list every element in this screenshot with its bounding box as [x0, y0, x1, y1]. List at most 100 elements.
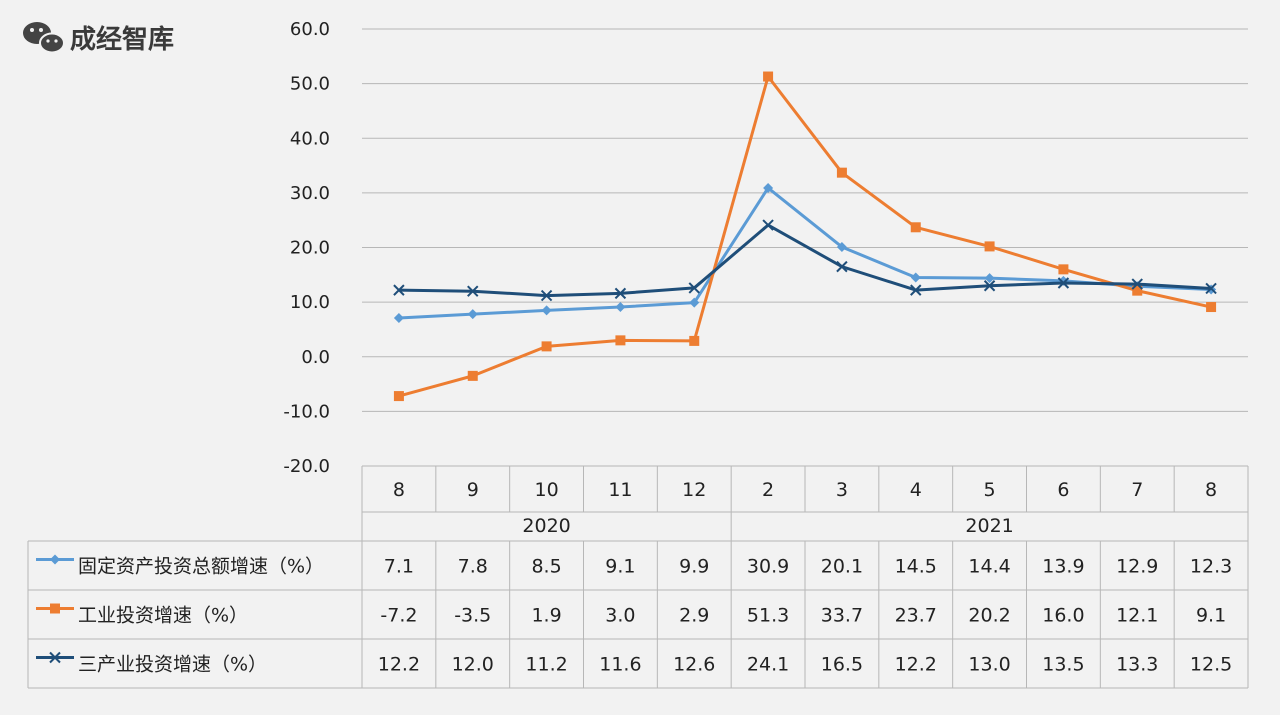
y-tick-label: -10.0: [283, 401, 330, 422]
data-label: 30.9: [747, 556, 789, 578]
x-tick-label: 10: [534, 479, 558, 501]
data-label: 13.5: [1042, 654, 1084, 676]
data-point: [688, 282, 700, 294]
data-label: 1.9: [531, 605, 561, 627]
data-label: 12.1: [1116, 605, 1158, 627]
data-label: 20.2: [968, 605, 1010, 627]
data-label: 9.1: [605, 556, 635, 578]
data-label: 8.5: [531, 556, 561, 578]
series-line: [398, 186, 1212, 320]
data-point: [984, 241, 995, 252]
data-point: [689, 297, 700, 308]
data-point: [467, 370, 478, 381]
y-tick-label: 40.0: [290, 128, 330, 149]
legend-marker: [49, 651, 61, 664]
legend-marker: [50, 603, 60, 614]
data-point: [836, 241, 847, 252]
y-tick-label: 0.0: [301, 347, 330, 368]
data-point: [910, 222, 921, 233]
data-point: [615, 302, 626, 313]
data-label: 12.6: [673, 654, 715, 676]
y-tick-label: 10.0: [290, 292, 330, 313]
watermark-text: 成经智库: [70, 24, 174, 55]
data-label: -7.2: [380, 605, 417, 627]
data-label: 16.5: [821, 654, 863, 676]
data-point: [1057, 277, 1070, 289]
x-tick-label: 9: [467, 479, 479, 501]
data-label: 12.9: [1116, 556, 1158, 578]
data-point: [762, 219, 774, 231]
data-point: [763, 182, 774, 193]
year-label: 2020: [522, 515, 570, 537]
x-tick-label: 6: [1057, 479, 1069, 501]
x-tick-label: 3: [836, 479, 848, 501]
x-tick-label: 7: [1131, 479, 1143, 501]
data-point: [763, 71, 774, 82]
data-point: [393, 284, 405, 296]
data-label: 9.1: [1196, 605, 1226, 627]
series-lines: [393, 71, 1217, 402]
data-point: [614, 287, 627, 300]
data-label: 12.5: [1190, 654, 1232, 676]
data-label: 16.0: [1042, 605, 1084, 627]
data-point: [836, 260, 848, 273]
data-point: [910, 272, 921, 283]
y-tick-label: 50.0: [290, 74, 330, 95]
watermark: 成经智库: [23, 22, 174, 55]
data-label: 7.8: [458, 556, 488, 578]
data-label: 13.0: [968, 654, 1010, 676]
data-point: [910, 284, 922, 296]
x-tick-label: 8: [1205, 479, 1217, 501]
series-name: 工业投资增速（%）: [78, 605, 248, 627]
data-point: [1132, 285, 1143, 296]
data-label: 33.7: [821, 605, 863, 627]
data-point: [1131, 278, 1143, 290]
data-label: -3.5: [454, 605, 491, 627]
data-label: 12.0: [452, 654, 494, 676]
x-tick-label: 11: [608, 479, 632, 501]
legend-marker: [50, 554, 60, 565]
data-point: [984, 273, 995, 284]
data-label: 11.2: [525, 654, 567, 676]
data-label: 11.6: [599, 654, 641, 676]
year-label: 2021: [965, 515, 1013, 537]
series-name: 固定资产投资总额增速（%）: [78, 556, 324, 578]
data-label: 3.0: [605, 605, 635, 627]
data-label: 12.2: [378, 654, 420, 676]
data-label: 13.3: [1116, 654, 1158, 676]
x-tick-label: 5: [984, 479, 996, 501]
data-point: [983, 280, 996, 292]
data-table: 8 9 10 11 12 2 3 4 5 6 7 8 2020 2021 固定资产投资总额增速（%） 7.1 7…: [27, 465, 1249, 689]
data-label: 23.7: [895, 605, 937, 627]
data-point: [836, 167, 847, 178]
data-label: 2.9: [679, 605, 709, 627]
data-point: [393, 391, 404, 402]
data-point: [1058, 264, 1069, 275]
data-label: 12.3: [1190, 556, 1232, 578]
series-line: [398, 75, 1212, 398]
data-point: [689, 335, 700, 346]
data-label: 14.5: [895, 556, 937, 578]
data-label: 51.3: [747, 605, 789, 627]
data-label: 12.2: [895, 654, 937, 676]
data-point: [467, 285, 479, 297]
x-tick-label: 12: [682, 479, 706, 501]
data-point: [540, 289, 553, 302]
data-point: [541, 305, 552, 316]
data-point: [1206, 302, 1217, 313]
legend-key: [36, 603, 74, 614]
series-line: [398, 223, 1212, 298]
y-tick-label: 20.0: [290, 238, 330, 259]
y-tick-label: 30.0: [290, 183, 330, 204]
legend-key: [36, 554, 74, 565]
x-tick-label: 2: [762, 479, 774, 501]
data-point: [1205, 282, 1217, 295]
data-label: 14.4: [968, 556, 1010, 578]
x-tick-label: 8: [393, 479, 405, 501]
wechat-icon: [23, 22, 65, 54]
legend-key: [36, 651, 74, 664]
series-name: 三产业投资增速（%）: [78, 654, 267, 676]
data-point: [393, 312, 404, 323]
y-tick-label: 60.0: [290, 19, 330, 40]
